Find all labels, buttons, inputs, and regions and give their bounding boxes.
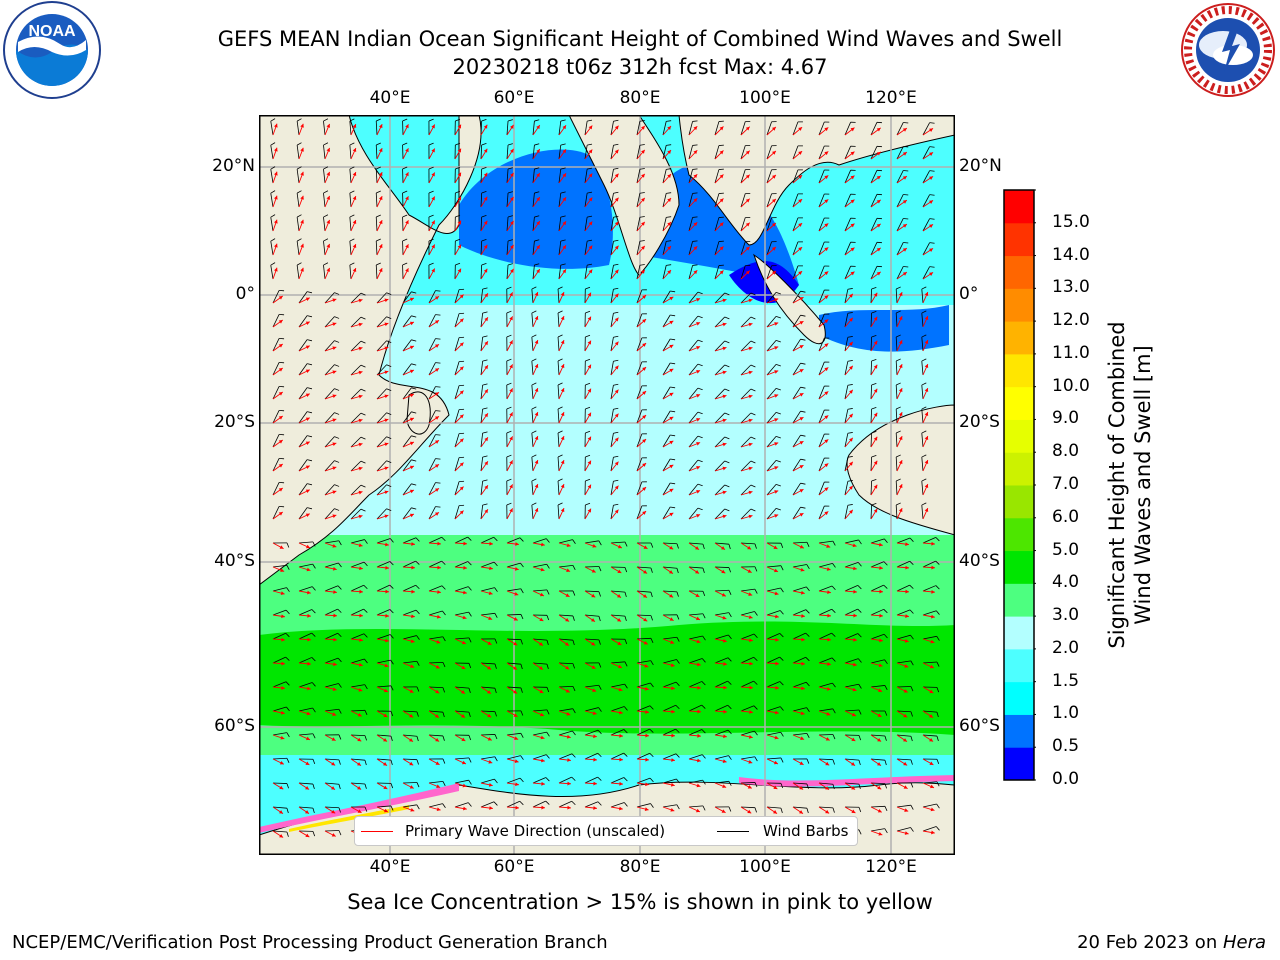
colorbar-tick-label: 0.5 <box>1052 736 1080 757</box>
colorbar-segment <box>1004 419 1034 453</box>
lon-label-bottom: 60°E <box>493 857 535 877</box>
lon-label-top: 40°E <box>369 88 411 108</box>
colorbar-tick-label: 12.0 <box>1052 310 1090 331</box>
colorbar-tick-label: 11.0 <box>1052 342 1090 363</box>
colorbar-tick-label: 6.0 <box>1052 506 1080 527</box>
colorbar-segment <box>1004 255 1034 289</box>
colorbar <box>1003 189 1036 781</box>
lon-label-top: 120°E <box>865 88 917 108</box>
colorbar-title-line1: Significant Height of Combined <box>1105 321 1129 649</box>
colorbar-tick-label: 13.0 <box>1052 277 1090 298</box>
colorbar-tick-label: 4.0 <box>1052 572 1080 593</box>
colorbar-tick-label: 3.0 <box>1052 605 1080 626</box>
footer-credit: NCEP/EMC/Verification Post Processing Pr… <box>12 932 608 953</box>
colorbar-segment <box>1004 681 1034 715</box>
colorbar-tick-label: 2.0 <box>1052 637 1080 658</box>
wave-direction-legend-swatch <box>361 831 393 832</box>
colorbar-tick-label: 15.0 <box>1052 211 1090 232</box>
vector-field <box>270 118 940 839</box>
map-title: GEFS MEAN Indian Ocean Significant Heigh… <box>217 27 1063 51</box>
colorbar-segment <box>1004 714 1034 748</box>
wind-barbs-legend-swatch <box>717 831 749 832</box>
colorbar-segment <box>1004 452 1034 486</box>
colorbar-segment <box>1004 353 1034 388</box>
map-frame <box>259 115 955 855</box>
sea-ice-note: Sea Ice Concentration > 15% is shown in … <box>347 890 933 914</box>
lon-label-bottom: 100°E <box>739 857 791 877</box>
map-plot <box>259 115 955 855</box>
colorbar-tick-label: 5.0 <box>1052 539 1080 560</box>
colorbar-segment <box>1004 550 1034 584</box>
lat-label-left: 0° <box>235 284 255 304</box>
lat-label-left: 20°N <box>212 156 255 176</box>
colorbar-segment <box>1004 517 1034 552</box>
colorbar-segment <box>1004 648 1034 683</box>
lat-label-left: 40°S <box>214 551 255 571</box>
colorbar-segment <box>1004 616 1034 650</box>
colorbar-segment <box>1004 747 1034 781</box>
svg-text:NOAA: NOAA <box>28 23 76 40</box>
colorbar-tick-label: 7.0 <box>1052 474 1080 494</box>
footer-date: 20 Feb 2023 on Hera <box>1077 932 1266 953</box>
lat-label-right: 60°S <box>959 716 1000 736</box>
lat-label-right: 20°S <box>959 412 1000 432</box>
lat-label-left: 60°S <box>214 716 255 736</box>
colorbar-segment <box>1004 386 1034 420</box>
lon-label-top: 80°E <box>619 88 661 108</box>
lat-label-right: 20°N <box>959 156 1002 176</box>
wind-barbs-legend-label: Wind Barbs <box>763 822 849 840</box>
wave-direction-legend-label: Primary Wave Direction (unscaled) <box>405 822 666 840</box>
lat-label-right: 0° <box>959 284 979 304</box>
map-subtitle: 20230218 t06z 312h fcst Max: 4.67 <box>452 55 828 79</box>
colorbar-segment <box>1004 222 1034 257</box>
lat-label-right: 40°S <box>959 551 1000 571</box>
colorbar-segment <box>1004 288 1034 322</box>
colorbar-segment <box>1004 321 1034 355</box>
colorbar-tick-label: 1.5 <box>1052 670 1080 691</box>
lon-label-bottom: 120°E <box>865 857 917 877</box>
colorbar-tick-label: 1.0 <box>1052 703 1080 724</box>
colorbar-segment <box>1004 485 1034 519</box>
footer-date-text: 20 Feb 2023 on <box>1077 932 1223 953</box>
colorbar-title-line2: Wind Waves and Swell [m] <box>1131 345 1155 625</box>
lon-label-bottom: 80°E <box>619 857 661 877</box>
colorbar-tick-label: 0.0 <box>1052 769 1080 789</box>
noaa-logo-icon: NOAA <box>3 1 101 99</box>
colorbar-tick-label: 10.0 <box>1052 375 1090 396</box>
footer-host: Hera <box>1222 932 1266 953</box>
colorbar-tick-label: 14.0 <box>1052 244 1090 265</box>
colorbar-tick-label: 8.0 <box>1052 441 1080 462</box>
lon-label-top: 100°E <box>739 88 791 108</box>
lat-label-left: 20°S <box>214 412 255 432</box>
map-legend: Primary Wave Direction (unscaled) Wind B… <box>354 816 858 846</box>
nws-logo-icon <box>1181 3 1275 97</box>
lon-label-top: 60°E <box>493 88 535 108</box>
colorbar-segment <box>1004 583 1034 617</box>
colorbar-segment <box>1004 190 1034 224</box>
lon-label-bottom: 40°E <box>369 857 411 877</box>
colorbar-tick-label: 9.0 <box>1052 408 1080 429</box>
